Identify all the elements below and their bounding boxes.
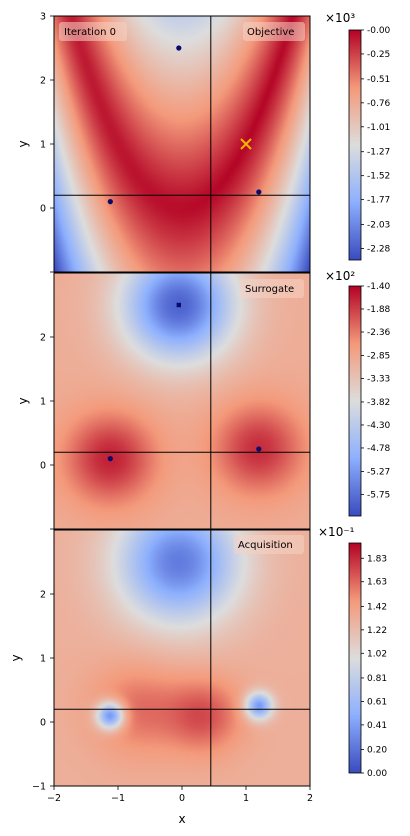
- y-tick-label: 2: [40, 333, 46, 344]
- y-tick-label: 1: [40, 654, 46, 665]
- colorbar-tick-label: -1.01: [367, 123, 390, 133]
- colorbar-tick-label: -2.03: [367, 221, 390, 231]
- iteration-tag: Iteration 0: [64, 27, 116, 38]
- surrogate-colorbar-exponent: ×10²: [325, 269, 355, 283]
- colorbar-tick-label: -2.28: [367, 245, 391, 255]
- surrogate-ylabel: y: [16, 397, 30, 404]
- objective-colorbar: ×10³ -0.00 -0.25 -0.51 -0.76 -1.01 -1.27 -1.52…: [325, 11, 391, 261]
- objective-heatmap: [54, 16, 310, 272]
- colorbar-tick-label: 0.00: [367, 769, 387, 779]
- y-tick-label: 3: [40, 12, 46, 23]
- acquisition-title: Acquisition: [238, 540, 293, 551]
- y-tick-label: 0: [40, 461, 46, 472]
- objective-yticks: 0 1 2 3: [40, 12, 54, 273]
- objective-title: Objective: [247, 27, 294, 38]
- x-tick-label: 2: [307, 793, 313, 804]
- acquisition-heatmap: [54, 530, 310, 786]
- objective-title-box: [243, 22, 305, 41]
- colorbar-tick-label: 0.41: [367, 721, 387, 731]
- colorbar-tick-label: -5.27: [367, 467, 390, 477]
- surrogate-title: Surrogate: [245, 284, 294, 295]
- optimum-marker: [240, 138, 252, 150]
- surrogate-yticks: 0 1 2: [40, 333, 54, 530]
- colorbar-tick-label: -3.82: [367, 398, 390, 408]
- acquisition-colorbar: ×10⁻¹ 1.83 1.63 1.42 1.22 1.02 0.81 0.61 0.41 0.…: [318, 525, 387, 779]
- y-tick-label: 2: [40, 76, 46, 87]
- acquisition-yticks: −1 0 1 2: [32, 590, 54, 793]
- acquisition-title-box: [234, 535, 304, 554]
- surrogate-panel: Surrogate y 0 1 2: [16, 272, 311, 530]
- colorbar-tick-label: -0.76: [367, 99, 391, 109]
- x-tick-label: 0: [179, 793, 185, 804]
- colorbar-tick-label: -0.00: [367, 26, 391, 36]
- observation-point: [176, 302, 181, 308]
- acquisition-ylabel: y: [9, 654, 23, 661]
- y-tick-label: −1: [32, 782, 46, 793]
- observation-point: [107, 456, 113, 462]
- x-tick-label: −1: [111, 793, 125, 804]
- iteration-tag-box: [59, 22, 127, 41]
- colorbar-tick-label: -0.25: [367, 50, 390, 60]
- colorbar-tick-label: 0.61: [367, 697, 387, 707]
- colorbar-tick-label: -5.75: [367, 490, 390, 500]
- colorbar-tick-label: -4.30: [367, 421, 391, 431]
- colorbar-tick-label: -1.77: [367, 196, 390, 206]
- x-tick-label: −2: [47, 793, 61, 804]
- colorbar-tick-label: 0.81: [367, 674, 387, 684]
- acquisition-colorbar-exponent: ×10⁻¹: [318, 525, 355, 539]
- colorbar-tick-label: -2.36: [367, 328, 391, 338]
- y-tick-label: 1: [40, 397, 46, 408]
- colorbar-tick-label: -3.33: [367, 374, 390, 384]
- y-tick-label: 0: [40, 718, 46, 729]
- colorbar-tick-label: -1.88: [367, 305, 391, 315]
- x-tick-label: 1: [243, 793, 249, 804]
- colorbar-tick-label: -1.52: [367, 172, 390, 182]
- colorbar-tick-label: -1.40: [367, 282, 391, 292]
- observation-point: [176, 45, 182, 51]
- observation-point: [256, 189, 262, 195]
- colorbar-tick-label: -0.51: [367, 75, 390, 85]
- y-tick-label: 0: [40, 204, 46, 215]
- observation-point: [107, 199, 113, 205]
- surrogate-heatmap: [54, 273, 310, 529]
- colorbar-tick-label: 0.20: [367, 746, 387, 756]
- observation-point: [256, 446, 262, 452]
- y-tick-label: 1: [40, 140, 46, 151]
- objective-colorbar-exponent: ×10³: [325, 11, 355, 25]
- colorbar-tick-label: 1.63: [367, 578, 387, 588]
- objective-panel: Iteration 0 Objective y 0 1 2 3: [16, 12, 311, 273]
- surrogate-title-box: [240, 279, 304, 298]
- colorbar-tick-label: 1.83: [367, 554, 387, 564]
- colorbar-tick-label: 1.42: [367, 602, 387, 612]
- y-tick-label: 2: [40, 590, 46, 601]
- colorbar-tick-label: 1.22: [367, 626, 387, 636]
- objective-ylabel: y: [16, 140, 30, 147]
- colorbar-tick-label: -4.78: [367, 444, 391, 454]
- colorbar-tick-label: 1.02: [367, 649, 387, 659]
- surrogate-colorbar: ×10² -1.40 -1.88 -2.36 -2.85 -3.33 -3.82 -4.30…: [325, 269, 391, 517]
- acquisition-xticks: −2 −1 0 1 2: [47, 786, 313, 804]
- colorbar-tick-label: -2.85: [367, 351, 390, 361]
- acquisition-xlabel: x: [178, 812, 185, 826]
- colorbar-tick-label: -1.27: [367, 148, 390, 158]
